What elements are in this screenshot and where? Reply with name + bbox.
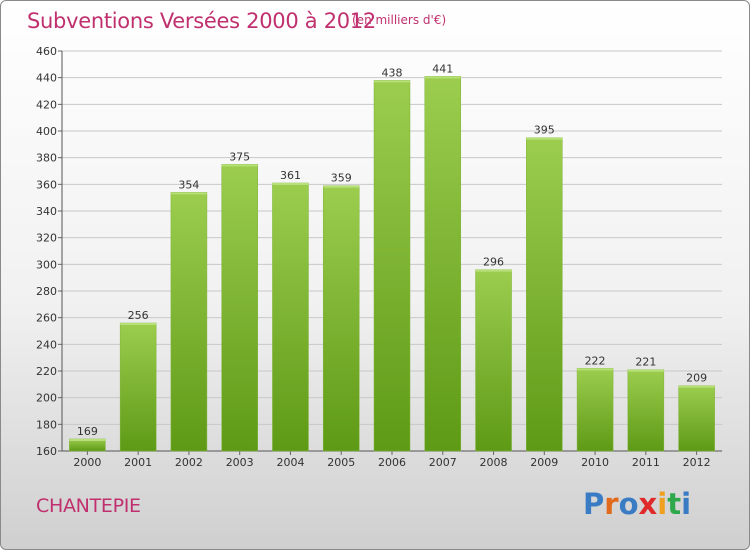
x-tick-label: 2000 [73, 456, 101, 469]
x-tick-label: 2011 [632, 456, 660, 469]
x-tick-label: 2001 [124, 456, 152, 469]
logo-letter: o [618, 487, 639, 521]
value-label: 296 [483, 256, 504, 269]
logo-letter: i [657, 487, 668, 521]
y-tick-label: 240 [36, 338, 57, 351]
logo-letter: r [604, 487, 619, 521]
value-label: 256 [128, 309, 149, 322]
value-label: 169 [77, 425, 98, 438]
value-label: 361 [280, 169, 301, 182]
bar-2003 [221, 164, 258, 452]
bar-2006 [373, 80, 411, 452]
y-tick-label: 380 [36, 152, 57, 165]
logo-letter: P [583, 487, 605, 521]
y-tick-label: 340 [36, 205, 57, 218]
bar-highlight [69, 439, 106, 441]
bar-highlight [374, 80, 410, 83]
y-tick-label: 260 [36, 312, 57, 325]
x-tick-label: 2009 [530, 456, 558, 469]
x-tick-label: 2008 [480, 456, 508, 469]
y-tick-label: 180 [36, 418, 57, 431]
bar-highlight [221, 164, 258, 167]
bar-highlight [577, 368, 614, 371]
value-label: 222 [585, 354, 606, 367]
value-label: 441 [432, 62, 453, 75]
bar-highlight [424, 76, 461, 79]
bar-2008 [475, 269, 512, 452]
logo-letter: x [638, 487, 658, 521]
y-tick-label: 160 [36, 445, 57, 458]
x-tick-label: 2006 [378, 456, 406, 469]
axes: 160 180 200 220 240 260 280 300 320 340 360 380 400 4… [36, 45, 722, 469]
y-tick-label: 320 [36, 232, 57, 245]
x-tick-label: 2003 [226, 456, 254, 469]
x-tick-label: 2004 [276, 456, 304, 469]
y-tick-label: 400 [36, 125, 57, 138]
y-tick-label: 440 [36, 72, 57, 85]
x-tick-label: 2007 [429, 456, 457, 469]
x-tick-label: 2005 [327, 456, 355, 469]
proxiti-logo[interactable]: Proxiti [583, 487, 691, 521]
bar-highlight [526, 137, 563, 140]
logo-letter: i [681, 487, 692, 521]
bar-highlight [323, 185, 360, 188]
y-tick-label: 360 [36, 178, 57, 191]
y-tick-label: 300 [36, 258, 57, 271]
bar-highlight [475, 269, 512, 272]
x-tick-label: 2002 [175, 456, 203, 469]
bar-2011 [627, 369, 665, 452]
value-label: 221 [635, 356, 656, 369]
y-tick-label: 220 [36, 365, 57, 378]
bar-2012 [678, 385, 715, 452]
x-tick-label: 2010 [581, 456, 609, 469]
bars [69, 76, 715, 452]
y-tick-label: 280 [36, 285, 57, 298]
bar-highlight [627, 369, 664, 372]
value-label: 359 [331, 172, 352, 185]
chart-title: Subventions Versées 2000 à 2012 [27, 9, 376, 33]
bar-2001 [119, 322, 157, 452]
x-tick-label: 2012 [683, 456, 711, 469]
bar-2009 [526, 137, 563, 452]
bar-highlight [678, 385, 715, 388]
chart-unit: (en milliers d'€) [352, 13, 447, 27]
value-label: 375 [229, 150, 250, 163]
bar-highlight [120, 323, 157, 325]
bar-2004 [272, 182, 309, 452]
bar-2005 [322, 185, 360, 452]
commune-name: CHANTEPIE [36, 495, 141, 517]
value-labels: 169 256 354 375 361 359 438 441 296 395 222 221 209 [77, 62, 707, 438]
logo-letter: t [667, 487, 682, 521]
y-tick-label: 420 [36, 98, 57, 111]
value-label: 209 [686, 372, 707, 385]
bar-2002 [170, 192, 208, 452]
bar-2007 [424, 76, 462, 452]
bar-2010 [576, 368, 614, 452]
value-label: 354 [178, 178, 199, 191]
value-label: 438 [382, 66, 403, 79]
bar-highlight [170, 192, 207, 195]
y-tick-label: 200 [36, 392, 57, 405]
y-tick-label: 460 [36, 45, 57, 58]
value-label: 395 [534, 124, 555, 137]
bar-highlight [272, 183, 309, 185]
